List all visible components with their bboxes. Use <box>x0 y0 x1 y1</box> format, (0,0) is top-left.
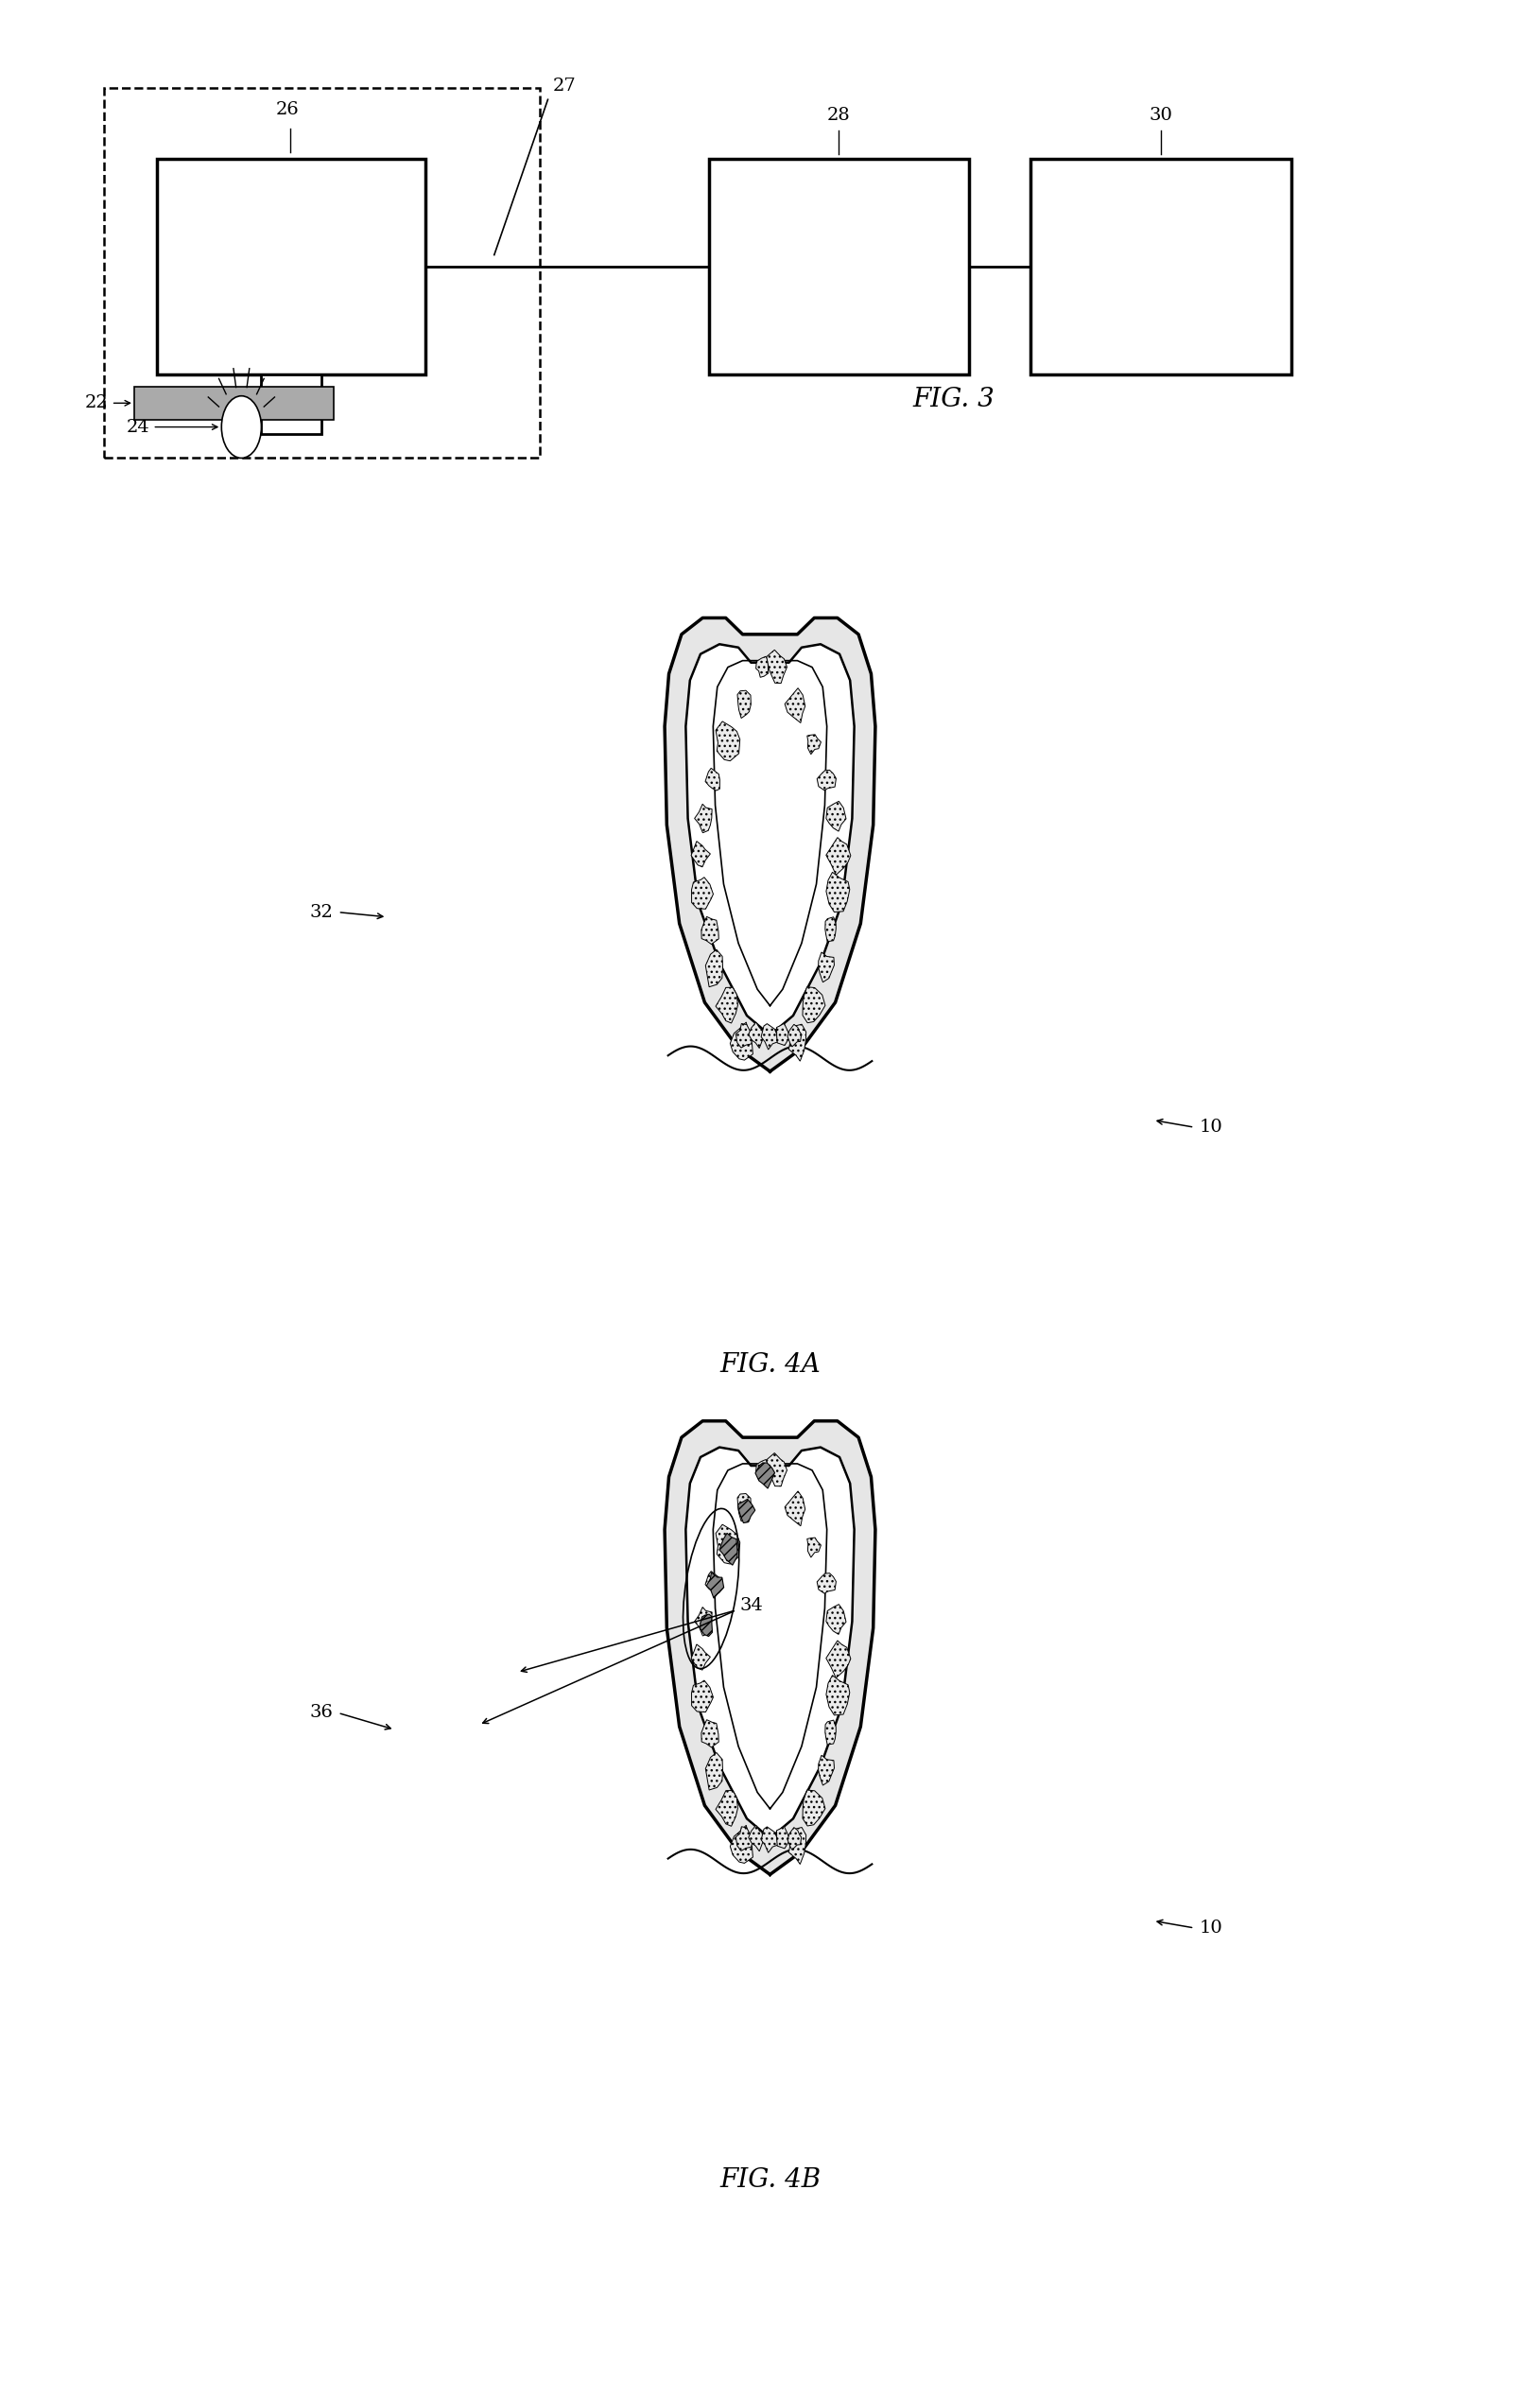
Polygon shape <box>705 1753 722 1789</box>
Polygon shape <box>785 1492 805 1525</box>
Polygon shape <box>730 1825 753 1863</box>
Bar <box>103 89 541 458</box>
Polygon shape <box>776 1827 790 1849</box>
Polygon shape <box>665 1422 875 1875</box>
Text: FIG. 3: FIG. 3 <box>913 386 995 412</box>
Circle shape <box>222 396 262 458</box>
Text: 32: 32 <box>310 904 333 921</box>
Text: 22: 22 <box>85 396 108 412</box>
Text: FIG. 4B: FIG. 4B <box>719 2168 821 2192</box>
Polygon shape <box>802 1789 825 1825</box>
Polygon shape <box>691 1645 710 1669</box>
Polygon shape <box>701 1719 719 1748</box>
Polygon shape <box>761 1827 778 1854</box>
Polygon shape <box>738 691 752 719</box>
Polygon shape <box>807 734 821 755</box>
Polygon shape <box>719 1532 738 1566</box>
Polygon shape <box>695 1607 711 1635</box>
Bar <box>260 374 322 434</box>
Polygon shape <box>716 988 738 1024</box>
Polygon shape <box>730 1022 753 1060</box>
Polygon shape <box>756 657 768 676</box>
Polygon shape <box>802 988 825 1024</box>
Polygon shape <box>825 916 836 942</box>
Bar <box>134 386 333 420</box>
Polygon shape <box>818 1573 836 1595</box>
Polygon shape <box>748 1825 764 1851</box>
Polygon shape <box>691 842 710 868</box>
Polygon shape <box>705 767 719 791</box>
Polygon shape <box>716 1525 739 1563</box>
Polygon shape <box>788 1024 805 1062</box>
Polygon shape <box>825 873 850 911</box>
Polygon shape <box>761 1024 778 1050</box>
Polygon shape <box>785 688 805 722</box>
Text: 28: 28 <box>827 106 850 122</box>
Polygon shape <box>825 801 845 832</box>
Polygon shape <box>787 1024 801 1048</box>
Polygon shape <box>705 950 722 988</box>
Polygon shape <box>825 1640 850 1679</box>
Polygon shape <box>701 916 719 945</box>
Polygon shape <box>776 1024 790 1046</box>
Polygon shape <box>691 1681 713 1712</box>
Bar <box>1030 158 1291 374</box>
Bar <box>708 158 969 374</box>
Polygon shape <box>788 1827 805 1863</box>
Polygon shape <box>695 803 711 832</box>
Polygon shape <box>825 1676 850 1715</box>
Polygon shape <box>767 1453 787 1487</box>
Polygon shape <box>807 1537 821 1556</box>
Text: 24: 24 <box>126 420 149 436</box>
Text: 10: 10 <box>1200 1120 1223 1137</box>
Polygon shape <box>736 1827 753 1851</box>
Text: 26: 26 <box>276 101 299 118</box>
Polygon shape <box>787 1827 801 1849</box>
Polygon shape <box>756 1460 768 1480</box>
Text: 27: 27 <box>553 77 576 96</box>
Text: 10: 10 <box>1200 1918 1223 1938</box>
Polygon shape <box>707 1573 724 1597</box>
Polygon shape <box>691 878 713 909</box>
Polygon shape <box>665 619 875 1072</box>
Polygon shape <box>818 952 835 983</box>
Polygon shape <box>825 1604 845 1635</box>
Polygon shape <box>716 1791 738 1827</box>
Text: 34: 34 <box>739 1597 762 1614</box>
Polygon shape <box>701 1614 713 1635</box>
Polygon shape <box>716 722 739 760</box>
Polygon shape <box>755 1463 775 1489</box>
Text: 30: 30 <box>1149 106 1172 122</box>
Bar <box>157 158 425 374</box>
Polygon shape <box>818 770 836 791</box>
Polygon shape <box>705 1571 719 1595</box>
Polygon shape <box>736 1024 753 1048</box>
Text: FIG. 4A: FIG. 4A <box>719 1352 821 1376</box>
Polygon shape <box>748 1022 764 1048</box>
Polygon shape <box>825 837 850 875</box>
Polygon shape <box>738 1494 752 1520</box>
Polygon shape <box>818 1755 835 1784</box>
Polygon shape <box>738 1499 755 1523</box>
Text: 36: 36 <box>310 1705 333 1722</box>
Polygon shape <box>825 1719 836 1746</box>
Polygon shape <box>767 650 787 683</box>
